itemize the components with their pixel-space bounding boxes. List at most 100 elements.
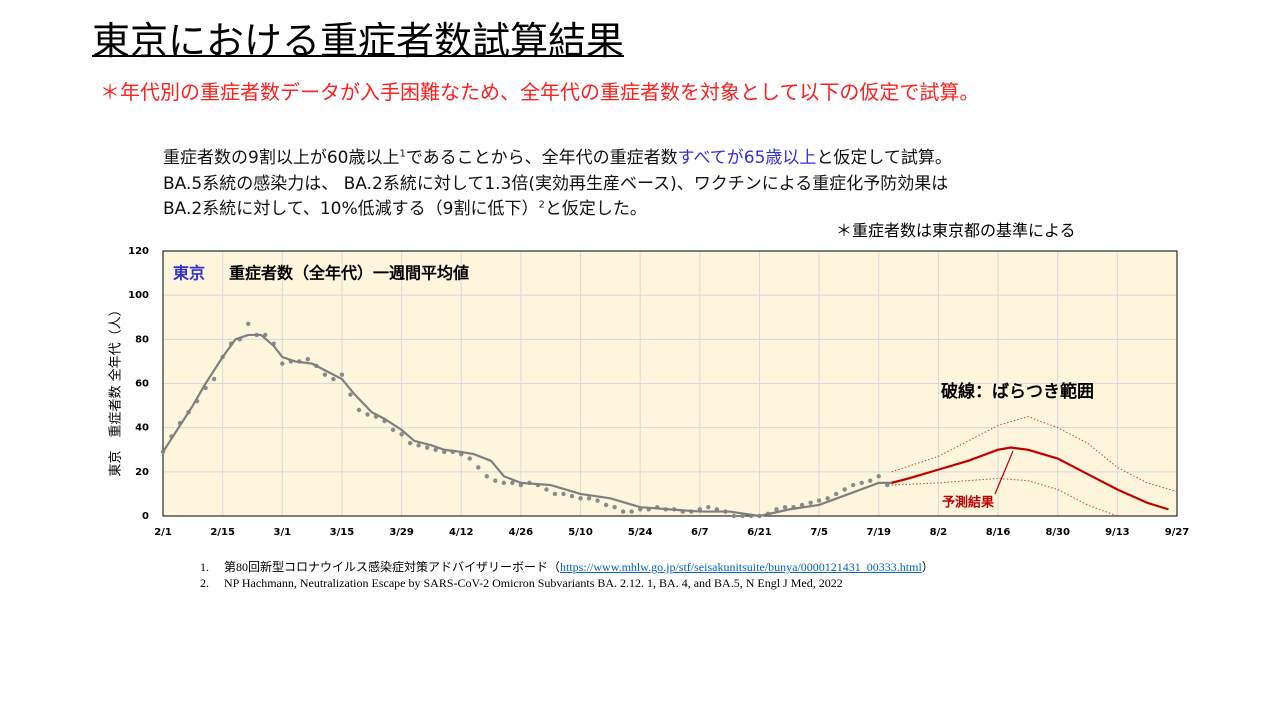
x-tick-label: 5/24 <box>628 527 653 538</box>
x-tick-label: 7/19 <box>866 527 891 538</box>
data-point <box>544 487 549 492</box>
data-point <box>774 507 779 512</box>
forecast-label: 予測結果 <box>942 495 994 511</box>
x-tick-label: 6/21 <box>747 527 772 538</box>
data-point <box>603 502 609 508</box>
data-point <box>808 500 813 505</box>
data-point <box>263 332 268 338</box>
ref-mark: 1 <box>399 148 406 160</box>
annotation: 破線：ばらつき範囲 <box>941 381 1094 402</box>
x-tick-label: 8/30 <box>1045 527 1070 538</box>
data-point <box>365 412 370 417</box>
data-point <box>595 498 600 503</box>
trend-line <box>162 333 892 518</box>
assumption: BA.5系統の感染力は、 BA.2系統に対して1.3倍(実効再生産ベース)、ワク… <box>163 174 949 194</box>
plot-border <box>162 250 1178 517</box>
x-tick-label: 2/1 <box>154 527 172 538</box>
data-point <box>885 482 890 488</box>
data-point <box>816 498 822 503</box>
data-point <box>339 372 345 377</box>
ref-number: 2. <box>200 576 209 590</box>
data-point <box>740 513 745 519</box>
data-point <box>433 447 438 452</box>
text: であることから、全年代の重症者数 <box>405 148 678 168</box>
data-point <box>578 496 583 501</box>
x-tick-label: 4/12 <box>449 527 474 538</box>
x-tick-label: 2/15 <box>210 527 235 538</box>
note: ＊重症者数は東京都の基準による <box>836 221 1076 240</box>
data-point <box>561 491 566 497</box>
reference: 2. NP Hachmann, Neutralization Escape by … <box>200 576 843 591</box>
reference: 1. 第80回新型コロナウイルス感染症対策アドバイザリーボード（https://w… <box>200 558 934 575</box>
assumption: BA.2系統に対して、10%低減する（9割に低下）2と仮定した。 <box>163 194 647 219</box>
text: と仮定して試算。 <box>816 148 952 168</box>
text: と仮定した。 <box>544 199 647 219</box>
data-point <box>390 427 396 433</box>
trend-line <box>891 446 1169 511</box>
ref-mark: 2 <box>538 199 545 211</box>
data-point <box>399 432 404 437</box>
data-point <box>331 376 336 382</box>
data-point <box>620 509 626 514</box>
data-point <box>552 491 558 497</box>
assumption: 重症者数の9割以上が60歳以上1であることから、全年代の重症者数すべてが65歳以… <box>163 143 952 168</box>
x-tick-label: 3/15 <box>330 527 355 538</box>
data-point <box>706 504 711 510</box>
y-tick-label: 60 <box>135 379 149 390</box>
text: BA.2系統に対して、10%低減する（9割に低下） <box>163 199 539 219</box>
data-point <box>246 321 251 327</box>
callout <box>994 450 1014 495</box>
chart-title: 重症者数（全年代）一週間平均値 <box>229 264 469 283</box>
data-point <box>416 443 421 448</box>
data-point <box>833 491 839 497</box>
ref-number: 1. <box>200 560 209 574</box>
y-tick-label: 100 <box>128 290 149 301</box>
ref-text: ） <box>921 560 934 574</box>
data-point <box>493 478 498 483</box>
y-axis-label: 東京 重症者数 全年代（人） <box>108 303 124 476</box>
x-tick-label: 4/26 <box>509 527 534 538</box>
data-point <box>467 456 472 461</box>
y-tick-label: 0 <box>142 511 149 522</box>
x-tick-label: 9/27 <box>1165 527 1190 538</box>
data-point <box>799 502 805 508</box>
title: 東京における重症者数試算結果 <box>92 19 625 63</box>
x-tick-label: 3/1 <box>274 527 292 538</box>
y-tick-label: 120 <box>128 246 149 257</box>
data-point <box>842 487 847 492</box>
data-point <box>424 445 430 450</box>
data-point <box>569 493 575 499</box>
data-point <box>484 474 489 479</box>
data-point <box>714 507 720 512</box>
data-point <box>586 496 592 501</box>
data-point <box>612 504 617 510</box>
data-point <box>322 372 328 377</box>
data-point <box>876 474 881 479</box>
y-tick-label: 40 <box>135 423 149 434</box>
data-point <box>501 480 507 486</box>
data-point <box>825 496 830 501</box>
ref-text: NP Hachmann, Neutralization Escape by SA… <box>224 576 843 590</box>
data-point <box>510 480 515 486</box>
x-tick-label: 8/2 <box>930 527 948 538</box>
highlight: すべてが65歳以上 <box>677 148 817 168</box>
chart-region: 東京 <box>173 264 205 283</box>
x-tick-label: 7/5 <box>810 527 828 538</box>
data-point <box>629 509 634 514</box>
x-tick-label: 3/29 <box>389 527 414 538</box>
y-tick-label: 20 <box>135 467 149 478</box>
data-point <box>407 440 413 446</box>
data-point <box>868 478 873 483</box>
y-tick-label: 80 <box>135 334 149 345</box>
x-tick-label: 5/10 <box>568 527 593 538</box>
x-tick-label: 6/7 <box>691 527 709 538</box>
ref-link[interactable]: https://www.mhlw.go.jp/stf/seisakunitsui… <box>560 560 922 574</box>
ref-text: 第80回新型コロナウイルス感染症対策アドバイザリーボード（ <box>224 560 561 574</box>
x-tick-label: 9/13 <box>1105 527 1130 538</box>
x-tick-label: 8/16 <box>986 527 1011 538</box>
data-point <box>476 465 481 470</box>
subtitle: ＊年代別の重症者数データが入手困難なため、全年代の重症者数を対象として以下の仮定… <box>100 80 980 104</box>
data-point <box>731 513 737 519</box>
